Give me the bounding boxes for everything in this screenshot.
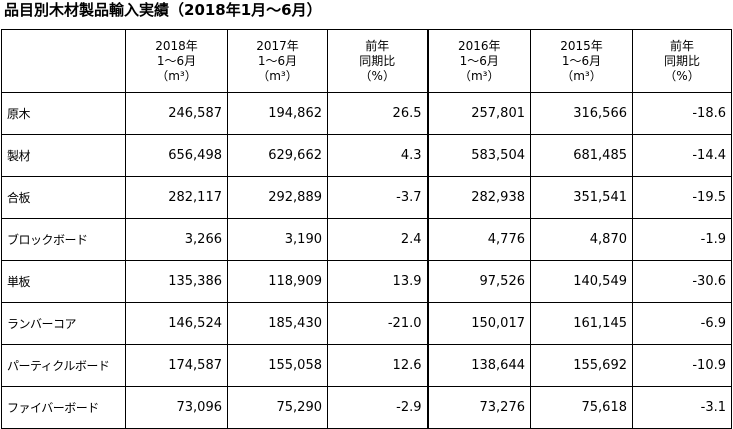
header-line: 2018年 [155,38,198,53]
yoy-2-cell: -10.9 [632,344,732,387]
category-cell: 製材 [1,134,126,177]
header-line: 2016年 [457,38,501,53]
category-cell: パーティクルボード [1,344,126,387]
yoy-1-cell: 26.5 [327,92,428,135]
header-cell-2018: 2018年 1～6月 （m³） [125,29,228,93]
yoy-1-cell: -21.0 [327,302,428,345]
value-2016-cell: 257,801 [426,92,531,135]
yoy-2-cell: -3.1 [632,386,732,429]
value-2017-cell: 629,662 [227,134,328,177]
header-cell-yoy-1: 前年 同期比 （%） [327,29,428,93]
yoy-2-cell: -30.6 [632,260,732,303]
table-row: 単板 135,386 118,909 13.9 97,526 140,549 -… [1,260,732,303]
category-cell: ランバーコア [1,302,126,345]
value-2018-cell: 146,524 [125,302,228,345]
category-cell: 合板 [1,176,126,219]
header-line: 2017年 [256,38,299,53]
value-2016-cell: 150,017 [426,302,531,345]
value-2015-cell: 75,618 [530,386,633,429]
yoy-1-cell: 13.9 [327,260,428,303]
table-row: 原木 246,587 194,862 26.5 257,801 316,566 … [1,92,732,135]
category-cell: ファイバーボード [1,386,126,429]
header-line: 1～6月 [156,53,197,68]
value-2018-cell: 282,117 [125,176,228,219]
value-2016-cell: 583,504 [426,134,531,177]
yoy-2-cell: -1.9 [632,218,732,261]
yoy-1-cell: -3.7 [327,176,428,219]
category-cell: 単板 [1,260,126,303]
table-row: パーティクルボード 174,587 155,058 12.6 138,644 1… [1,344,732,387]
value-2017-cell: 292,889 [227,176,328,219]
header-line: 前年 [669,38,694,53]
value-2018-cell: 135,386 [125,260,228,303]
header-row: 2018年 1～6月 （m³） 2017年 1～6月 （m³） 前年 同期比 （… [1,29,732,93]
header-cell-yoy-2: 前年 同期比 （%） [632,29,732,93]
yoy-1-cell: 4.3 [327,134,428,177]
header-line: （m³） [561,68,602,83]
page-title: 品目別木材製品輸入実績（2018年1月～6月） [4,1,322,19]
imports-table: 2018年 1～6月 （m³） 2017年 1～6月 （m³） 前年 同期比 （… [1,29,732,429]
value-2018-cell: 246,587 [125,92,228,135]
yoy-2-cell: -6.9 [632,302,732,345]
value-2015-cell: 140,549 [530,260,633,303]
header-cell-2017: 2017年 1～6月 （m³） [227,29,328,93]
yoy-1-cell: 2.4 [327,218,428,261]
value-2015-cell: 316,566 [530,92,633,135]
header-line: （m³） [257,68,298,83]
header-line: 1～6月 [257,53,298,68]
value-2017-cell: 155,058 [227,344,328,387]
header-cell-2015: 2015年 1～6月 （m³） [530,29,633,93]
value-2015-cell: 155,692 [530,344,633,387]
header-line: 1～6月 [459,53,499,68]
yoy-2-cell: -18.6 [632,92,732,135]
value-2018-cell: 174,587 [125,344,228,387]
value-2016-cell: 4,776 [426,218,531,261]
category-cell: ブロックボード [1,218,126,261]
yoy-1-cell: -2.9 [327,386,428,429]
value-2015-cell: 681,485 [530,134,633,177]
header-line: （%） [359,68,395,83]
table-row: ランバーコア 146,524 185,430 -21.0 150,017 161… [1,302,732,345]
header-line: （%） [664,68,700,83]
header-line: 前年 [365,38,390,53]
value-2017-cell: 118,909 [227,260,328,303]
value-2018-cell: 3,266 [125,218,228,261]
value-2017-cell: 75,290 [227,386,328,429]
yoy-2-cell: -14.4 [632,134,732,177]
table-row: ブロックボード 3,266 3,190 2.4 4,776 4,870 -1.9 [1,218,732,261]
value-2016-cell: 97,526 [426,260,531,303]
value-2016-cell: 73,276 [426,386,531,429]
table-row: 製材 656,498 629,662 4.3 583,504 681,485 -… [1,134,732,177]
header-cell-2016: 2016年 1～6月 （m³） [426,29,531,93]
value-2016-cell: 282,938 [426,176,531,219]
header-line: （m³） [156,68,197,83]
header-line: 2015年 [560,38,603,53]
value-2015-cell: 161,145 [530,302,633,345]
header-line: 1～6月 [561,53,602,68]
header-line: 同期比 [663,53,700,68]
yoy-1-cell: 12.6 [327,344,428,387]
header-cell-category [1,29,126,93]
value-2018-cell: 73,096 [125,386,228,429]
value-2018-cell: 656,498 [125,134,228,177]
value-2015-cell: 351,541 [530,176,633,219]
value-2015-cell: 4,870 [530,218,633,261]
category-cell: 原木 [1,92,126,135]
table-row: ファイバーボード 73,096 75,290 -2.9 73,276 75,61… [1,386,732,429]
value-2017-cell: 194,862 [227,92,328,135]
value-2016-cell: 138,644 [426,344,531,387]
value-2017-cell: 3,190 [227,218,328,261]
header-line: （m³） [458,68,500,83]
value-2017-cell: 185,430 [227,302,328,345]
header-line: 同期比 [359,53,396,68]
table-row: 合板 282,117 292,889 -3.7 282,938 351,541 … [1,176,732,219]
yoy-2-cell: -19.5 [632,176,732,219]
